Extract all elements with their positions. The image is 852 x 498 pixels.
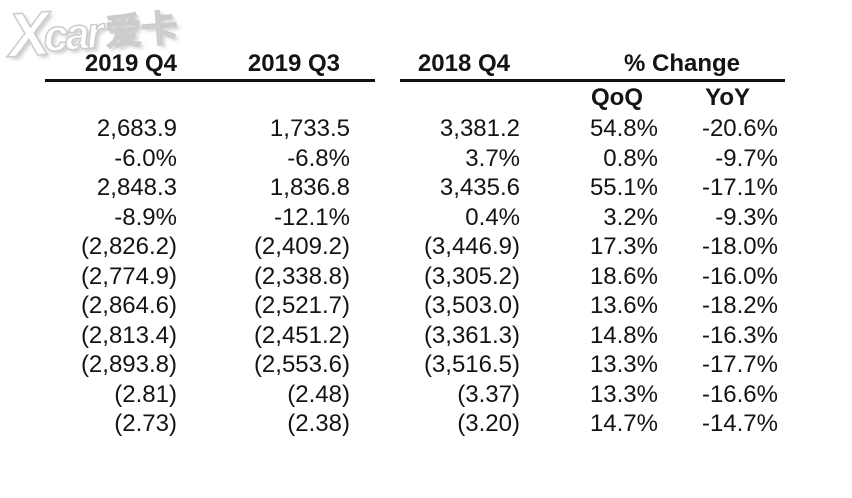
cell-2018-q4: (3,361.3) xyxy=(423,321,520,349)
cell-2019-q4: (2.73) xyxy=(114,410,177,437)
cell-2018-q4: 3,435.6 xyxy=(439,174,520,201)
cell-gap xyxy=(375,321,400,351)
cell-qoq: 55.1% xyxy=(589,174,658,201)
cell-gap xyxy=(375,173,400,203)
cell-qoq: 18.6% xyxy=(589,262,658,290)
cell-yoy: -9.3% xyxy=(715,203,778,231)
col-header-2019-q4: 2019 Q4 xyxy=(45,49,185,82)
cell-gap xyxy=(375,114,400,144)
table-row: (2,826.2) (2,409.2) (3,446.9) 17.3% -18.… xyxy=(45,232,785,262)
cell-2019-q3: (2,338.8) xyxy=(253,262,350,290)
cell-2018-q4: 3.7% xyxy=(465,144,520,172)
cell-2019-q4: -6.0% xyxy=(114,144,177,172)
cell-gap xyxy=(375,380,400,410)
cell-2018-q4: 3,381.2 xyxy=(439,115,520,142)
cell-qoq: 13.3% xyxy=(589,380,658,408)
cell-qoq: 13.6% xyxy=(589,292,658,319)
cell-gap xyxy=(375,203,400,233)
cell-gap xyxy=(375,350,400,380)
cell-qoq: 3.2% xyxy=(603,203,658,231)
cell-yoy: -9.7% xyxy=(715,144,778,172)
cell-yoy: -18.0% xyxy=(701,233,778,260)
table-row: 2,848.3 1,836.8 3,435.6 55.1% -17.1% xyxy=(45,173,785,203)
cell-qoq: 14.8% xyxy=(589,321,658,349)
cell-gap xyxy=(375,409,400,439)
table-row: (2,864.6) (2,521.7) (3,503.0) 13.6% -18.… xyxy=(45,291,785,321)
cell-2019-q3: (2,409.2) xyxy=(253,233,350,260)
cell-2018-q4: (3,305.2) xyxy=(423,262,520,290)
col-header-2019-q3: 2019 Q3 xyxy=(185,49,375,82)
financial-table: 2019 Q4 2019 Q3 2018 Q4 % Change QoQ YoY… xyxy=(45,49,785,439)
table-row: (2,893.8) (2,553.6) (3,516.5) 13.3% -17.… xyxy=(45,350,785,380)
cell-qoq: 13.3% xyxy=(589,351,658,378)
cell-yoy: -16.0% xyxy=(701,262,778,290)
cell-2018-q4: (3.37) xyxy=(457,380,520,408)
table-row: (2.81) (2.48) (3.37) 13.3% -16.6% xyxy=(45,380,785,410)
cell-2019-q3: 1,836.8 xyxy=(269,174,350,201)
cell-qoq: 54.8% xyxy=(589,115,658,142)
cell-2019-q4: 2,683.9 xyxy=(96,115,177,142)
table-row: (2,813.4) (2,451.2) (3,361.3) 14.8% -16.… xyxy=(45,321,785,351)
cell-yoy: -16.3% xyxy=(701,321,778,349)
cell-yoy: -14.7% xyxy=(701,410,778,437)
cell-2018-q4: (3,516.5) xyxy=(423,351,520,378)
cell-2019-q4: 2,848.3 xyxy=(96,174,177,201)
table-row: (2,774.9) (2,338.8) (3,305.2) 18.6% -16.… xyxy=(45,262,785,292)
table-row: 2,683.9 1,733.5 3,381.2 54.8% -20.6% xyxy=(45,114,785,144)
cell-gap xyxy=(375,291,400,321)
cell-qoq: 17.3% xyxy=(589,233,658,260)
cell-2019-q4: (2,774.9) xyxy=(80,262,177,290)
cell-2019-q4: (2,864.6) xyxy=(80,292,177,319)
cell-2019-q3: 1,733.5 xyxy=(269,115,350,142)
cell-2019-q4: -8.9% xyxy=(114,203,177,231)
cell-qoq: 14.7% xyxy=(589,410,658,437)
cell-2019-q3: (2.38) xyxy=(287,410,350,437)
header-gap xyxy=(375,49,400,82)
subheader-yoy: YoY xyxy=(705,84,750,111)
cell-yoy: -20.6% xyxy=(701,115,778,142)
cell-2019-q4: (2.81) xyxy=(114,380,177,408)
table-header-row: 2019 Q4 2019 Q3 2018 Q4 % Change xyxy=(45,49,785,82)
cell-yoy: -16.6% xyxy=(701,380,778,408)
col-header-pct-change: % Change xyxy=(535,49,785,82)
cell-qoq: 0.8% xyxy=(603,144,658,172)
cell-2019-q3: (2,521.7) xyxy=(253,292,350,319)
cell-gap xyxy=(375,262,400,292)
cell-2018-q4: (3,503.0) xyxy=(423,292,520,319)
table-subheader-row: QoQ YoY xyxy=(45,82,785,114)
cell-2018-q4: (3,446.9) xyxy=(423,233,520,260)
cell-2019-q3: -6.8% xyxy=(287,144,350,172)
cell-gap xyxy=(375,232,400,262)
cell-2019-q3: -12.1% xyxy=(273,203,350,231)
cell-2018-q4: (3.20) xyxy=(457,410,520,437)
cell-2019-q3: (2,553.6) xyxy=(253,351,350,378)
table-row: (2.73) (2.38) (3.20) 14.7% -14.7% xyxy=(45,409,785,439)
cell-yoy: -17.1% xyxy=(701,174,778,201)
cell-yoy: -17.7% xyxy=(701,351,778,378)
table-row: -8.9% -12.1% 0.4% 3.2% -9.3% xyxy=(45,203,785,233)
cell-gap xyxy=(375,144,400,174)
col-header-2018-q4: 2018 Q4 xyxy=(400,49,535,82)
cell-2019-q4: (2,893.8) xyxy=(80,351,177,378)
subheader-qoq: QoQ xyxy=(591,84,643,111)
cell-2019-q4: (2,813.4) xyxy=(80,321,177,349)
cell-2019-q3: (2.48) xyxy=(287,380,350,408)
table-body: 2,683.9 1,733.5 3,381.2 54.8% -20.6% -6.… xyxy=(45,114,785,439)
table-row: -6.0% -6.8% 3.7% 0.8% -9.7% xyxy=(45,144,785,174)
cell-2018-q4: 0.4% xyxy=(465,203,520,231)
cell-2019-q3: (2,451.2) xyxy=(253,321,350,349)
cell-2019-q4: (2,826.2) xyxy=(80,233,177,260)
cell-yoy: -18.2% xyxy=(701,292,778,319)
